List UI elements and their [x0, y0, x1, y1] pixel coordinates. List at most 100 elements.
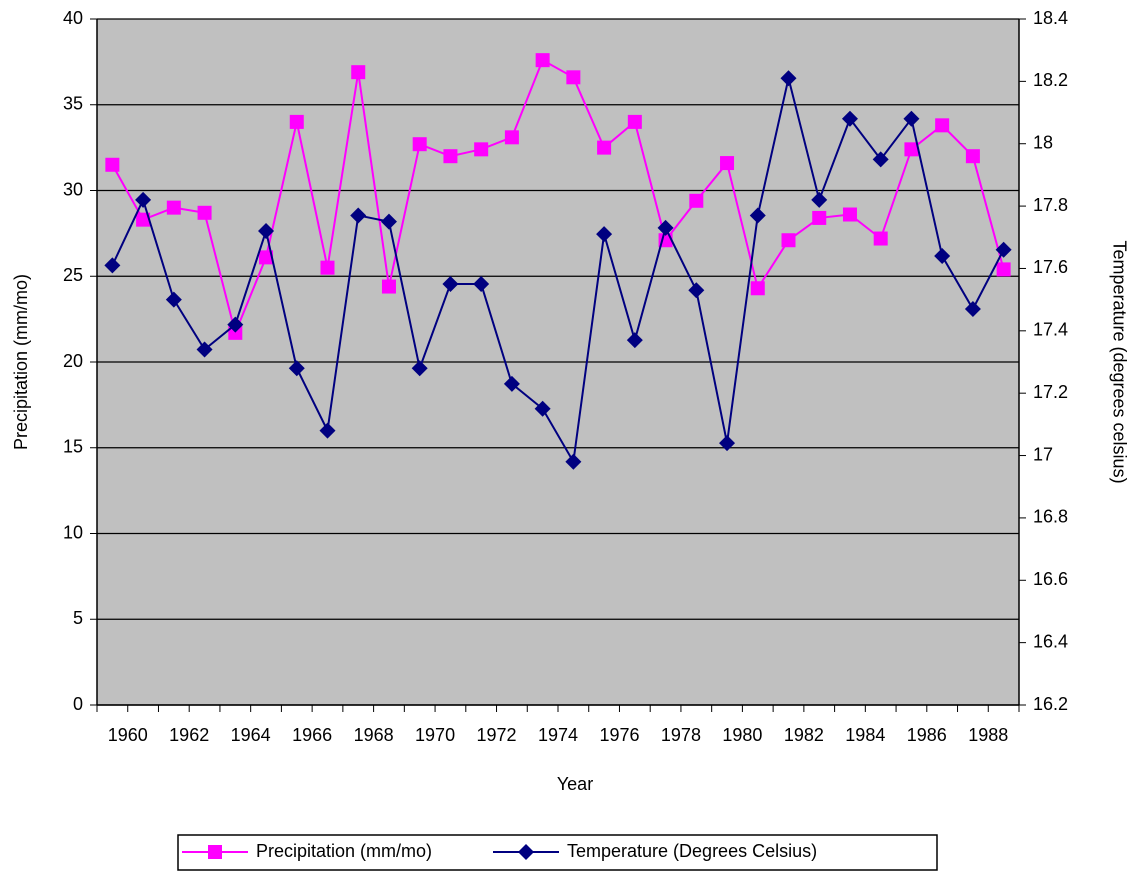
data-point: [473, 276, 490, 293]
x-tick-label: 1988: [968, 725, 1008, 745]
data-point: [996, 262, 1011, 277]
data-point: [904, 142, 919, 157]
data-point: [534, 400, 551, 417]
data-point: [319, 422, 336, 439]
data-point: [965, 149, 980, 164]
data-point: [935, 118, 950, 133]
data-point: [228, 325, 243, 340]
x-tick-label: 1968: [354, 725, 394, 745]
data-point: [597, 140, 612, 155]
data-point: [841, 110, 858, 127]
data-point: [934, 247, 951, 264]
data-point: [720, 156, 735, 171]
data-point: [688, 282, 705, 299]
legend-marker: [518, 844, 534, 860]
data-point: [351, 65, 366, 80]
y-tick-label: 35: [63, 94, 83, 114]
data-point: [165, 291, 182, 308]
x-tick-label: 1980: [722, 725, 762, 745]
x-axis-title: Year: [557, 774, 593, 794]
data-point: [873, 231, 888, 246]
data-point: [166, 200, 181, 215]
data-point: [350, 207, 367, 224]
y-tick-label: 30: [63, 179, 83, 199]
data-point: [474, 142, 489, 157]
y-tick-label: 10: [63, 522, 83, 542]
data-point: [380, 213, 397, 230]
data-point: [381, 279, 396, 294]
data-point: [504, 130, 519, 145]
x-tick-label: 1974: [538, 725, 578, 745]
data-point: [535, 53, 550, 68]
data-point: [719, 435, 736, 452]
data-point: [289, 114, 304, 129]
data-point: [227, 316, 244, 333]
data-point: [288, 360, 305, 377]
x-tick-label: 1960: [108, 725, 148, 745]
data-point: [197, 205, 212, 220]
data-point: [259, 250, 274, 265]
y2-tick-label: 17.8: [1033, 195, 1068, 215]
data-point: [105, 157, 120, 172]
y2-tick-label: 17.6: [1033, 257, 1068, 277]
y2-tick-label: 17.2: [1033, 382, 1068, 402]
legend-label: Precipitation (mm/mo): [256, 841, 432, 861]
x-tick-label: 1978: [661, 725, 701, 745]
data-point: [657, 219, 674, 236]
series-line: [111, 78, 1005, 465]
data-point: [903, 110, 920, 127]
y2-tick-label: 16.6: [1033, 569, 1068, 589]
data-point: [596, 226, 613, 243]
y-tick-label: 40: [63, 8, 83, 28]
data-point: [749, 207, 766, 224]
y-tick-label: 25: [63, 265, 83, 285]
data-point: [136, 212, 151, 227]
data-point: [689, 193, 704, 208]
legend-marker: [208, 845, 222, 859]
y2-tick-label: 16.4: [1033, 631, 1068, 651]
y2-tick-label: 16.2: [1033, 694, 1068, 714]
y2-tick-label: 18.2: [1033, 70, 1068, 90]
data-point: [503, 375, 520, 392]
y-tick-label: 5: [73, 608, 83, 628]
data-point: [411, 360, 428, 377]
y2-tick-label: 18: [1033, 132, 1053, 152]
data-point: [565, 453, 582, 470]
data-point: [320, 260, 335, 275]
x-tick-label: 1982: [784, 725, 824, 745]
data-point: [626, 332, 643, 349]
data-point: [627, 114, 642, 129]
x-tick-label: 1986: [907, 725, 947, 745]
data-point: [964, 300, 981, 317]
y2-tick-label: 17.4: [1033, 320, 1068, 340]
data-point: [781, 233, 796, 248]
x-tick-label: 1976: [599, 725, 639, 745]
data-point: [258, 223, 275, 240]
data-point: [750, 281, 765, 296]
legend-label: Temperature (Degrees Celsius): [567, 841, 817, 861]
data-point: [443, 149, 458, 164]
data-point: [812, 210, 827, 225]
data-point: [872, 151, 889, 168]
x-tick-label: 1966: [292, 725, 332, 745]
x-tick-label: 1970: [415, 725, 455, 745]
data-point: [811, 191, 828, 208]
x-tick-label: 1972: [477, 725, 517, 745]
y2-axis-title: Temperature (degrees celsius): [1109, 240, 1129, 483]
x-tick-label: 1962: [169, 725, 209, 745]
data-point: [442, 276, 459, 293]
data-point: [995, 241, 1012, 258]
data-point: [104, 257, 121, 274]
data-point: [842, 207, 857, 222]
y2-tick-label: 16.8: [1033, 507, 1068, 527]
y-tick-label: 15: [63, 437, 83, 457]
data-point: [196, 341, 213, 358]
y-axis-title: Precipitation (mm/mo): [11, 274, 31, 450]
y-tick-label: 0: [73, 694, 83, 714]
y-tick-label: 20: [63, 351, 83, 371]
x-tick-label: 1964: [231, 725, 271, 745]
data-point: [780, 70, 797, 87]
x-tick-label: 1984: [845, 725, 885, 745]
